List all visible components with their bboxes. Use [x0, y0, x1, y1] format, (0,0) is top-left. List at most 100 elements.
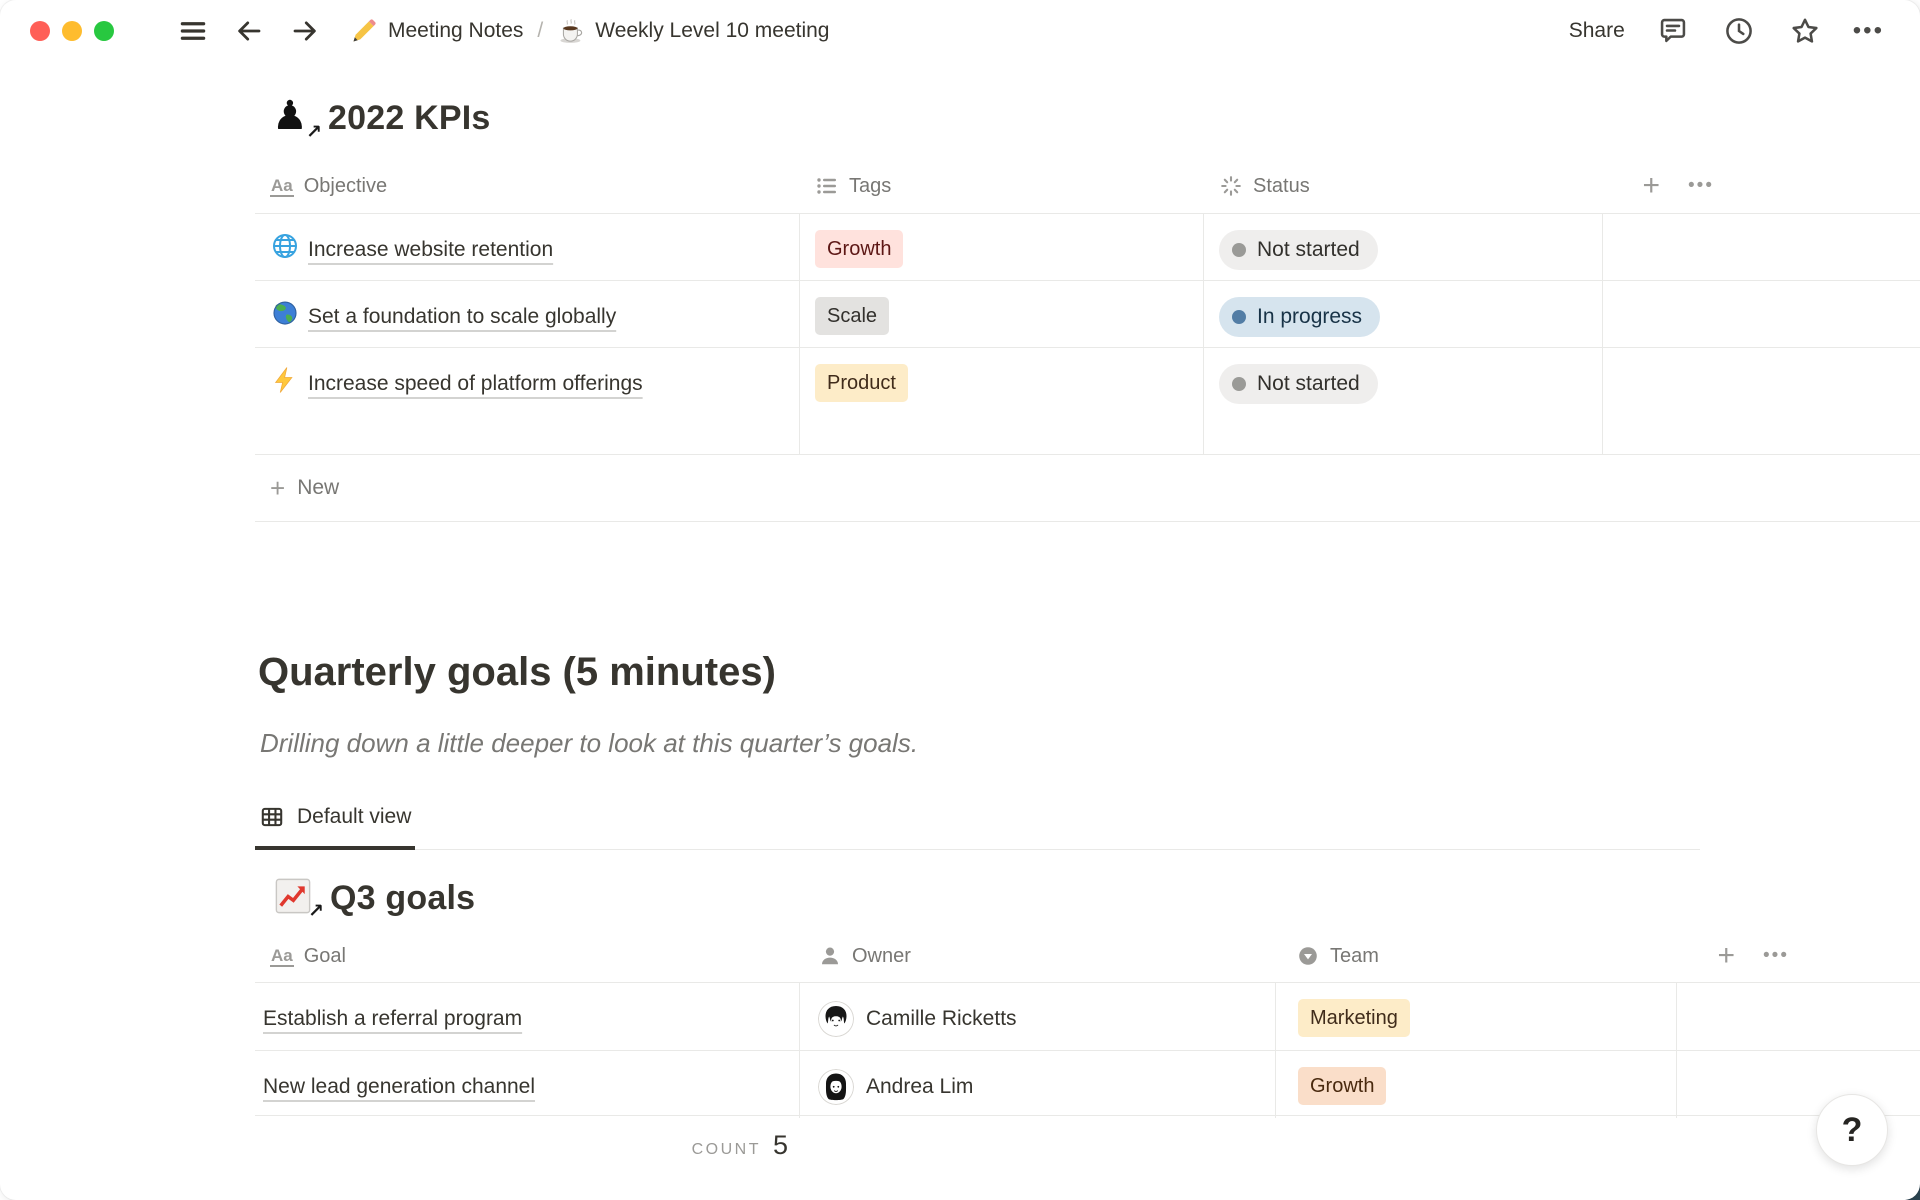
column-header-tags[interactable]: Tags [800, 174, 1204, 198]
close-window-button[interactable] [30, 21, 50, 41]
page-link[interactable]: New lead generation channel [263, 1075, 536, 1098]
table-view-icon [261, 807, 283, 827]
objective-cell[interactable]: Increase speed of platform offerings [255, 348, 800, 454]
column-header-status[interactable]: Status [1204, 174, 1603, 198]
column-header-goal[interactable]: Aa Goal [270, 944, 346, 967]
column-header-objective[interactable]: Aa Objective [270, 174, 388, 197]
q3-goals-table-title[interactable]: Q3 goals [330, 879, 476, 917]
tag[interactable]: Product [815, 364, 908, 402]
tab-default-view[interactable]: Default view [255, 792, 416, 850]
status-dot-icon [1232, 310, 1246, 324]
objective-cell[interactable]: Increase website retention [255, 214, 800, 281]
table-row: New lead generation channel Andrea Lim G… [255, 1050, 1920, 1118]
tags-cell[interactable]: Scale [800, 281, 1204, 348]
back-arrow-icon[interactable] [232, 14, 266, 48]
objective-cell[interactable]: Set a foundation to scale globally [255, 281, 800, 348]
tag[interactable]: Growth [1298, 1067, 1387, 1105]
breadcrumb-item-meeting-notes[interactable]: Meeting Notes [350, 17, 523, 45]
more-options-icon[interactable]: ••• [1852, 17, 1884, 44]
table-row: Increase speed of platform offerings Pro… [255, 347, 1920, 454]
q3-goals-table: Aa Goal Owner Team + ••• Establish a ref… [255, 930, 1920, 1118]
goal-cell[interactable]: Establish a referral program [255, 983, 800, 1050]
forward-arrow-icon[interactable] [288, 14, 322, 48]
chess-pawn-linked-database-icon: ♟ ↗ [272, 94, 322, 143]
earth-americas-icon [273, 301, 297, 325]
tag[interactable]: Growth [815, 230, 904, 268]
owner-name: Camille Ricketts [866, 1007, 1017, 1030]
page-link[interactable]: Set a foundation to scale globally [308, 305, 617, 328]
kpi-table: Aa Objective Tags Status + ••• Increase … [255, 159, 1920, 522]
add-property-icon[interactable]: + [1717, 939, 1736, 972]
breadcrumb-separator: / [537, 19, 544, 42]
count-label: COUNT [691, 1141, 761, 1158]
owner-name: Andrea Lim [866, 1075, 974, 1098]
tag[interactable]: Marketing [1298, 999, 1410, 1037]
table-options-icon[interactable]: ••• [1688, 171, 1714, 201]
status-spinner-icon [1221, 176, 1241, 196]
help-button[interactable]: ? [1816, 1094, 1888, 1166]
pencil-icon [353, 19, 376, 42]
breadcrumb-label: Meeting Notes [388, 19, 524, 42]
add-property-icon[interactable]: + [1642, 169, 1661, 202]
quarterly-goals-subtitle: Drilling down a little deeper to look at… [260, 728, 919, 758]
status-dot-icon [1232, 243, 1246, 257]
share-button[interactable]: Share [1568, 19, 1625, 42]
owner-cell[interactable]: Andrea Lim [800, 1051, 1276, 1118]
page-link[interactable]: Establish a referral program [263, 1007, 523, 1030]
empty-cell[interactable] [1603, 348, 1732, 454]
breadcrumb-item-current-page[interactable]: Weekly Level 10 meeting [557, 17, 830, 45]
empty-cell[interactable] [1677, 1051, 1807, 1118]
avatar [818, 1001, 854, 1037]
sidebar-menu-icon[interactable] [176, 14, 210, 48]
multi-select-list-icon [817, 178, 836, 194]
column-header-owner[interactable]: Owner [800, 944, 1276, 968]
status-dot-icon [1232, 377, 1246, 391]
empty-cell[interactable] [1603, 281, 1732, 348]
minimize-window-button[interactable] [62, 21, 82, 41]
plus-icon: + [270, 473, 286, 503]
window-toolbar: Meeting Notes / Weekly Level 10 meeting … [0, 0, 1920, 62]
page-link[interactable]: Increase speed of platform offerings [308, 372, 643, 395]
status-cell[interactable]: In progress [1204, 281, 1603, 348]
tag[interactable]: Scale [815, 297, 890, 335]
text-property-icon: Aa [270, 945, 294, 967]
breadcrumb: Meeting Notes / Weekly Level 10 meeting [350, 17, 830, 45]
coffee-icon [560, 19, 583, 43]
fullscreen-window-button[interactable] [94, 21, 114, 41]
view-tab-bar: Default view [255, 792, 1700, 850]
linked-database-arrow-icon: ↗ [306, 122, 322, 143]
column-header-team[interactable]: Team [1276, 944, 1677, 968]
text-property-icon: Aa [270, 175, 294, 197]
status-badge[interactable]: Not started [1219, 364, 1378, 404]
chart-increasing-linked-database-icon: ↗ [272, 875, 324, 922]
status-badge[interactable]: In progress [1219, 297, 1381, 337]
quarterly-goals-heading: Quarterly goals (5 minutes) [258, 650, 776, 694]
favorite-star-icon[interactable] [1787, 13, 1823, 49]
status-badge[interactable]: Not started [1219, 230, 1378, 270]
status-cell[interactable]: Not started [1204, 214, 1603, 281]
kpi-table-title[interactable]: 2022 KPIs [328, 99, 491, 137]
column-count-footer[interactable]: COUNT 5 [255, 1130, 800, 1161]
page-link[interactable]: Increase website retention [308, 238, 554, 261]
globe-meridians-icon [272, 233, 298, 259]
table-options-icon[interactable]: ••• [1763, 941, 1789, 971]
tags-cell[interactable]: Growth [800, 214, 1204, 281]
new-row-button[interactable]: + New [270, 473, 340, 503]
team-cell[interactable]: Growth [1276, 1051, 1677, 1118]
status-cell[interactable]: Not started [1204, 348, 1603, 454]
tags-cell[interactable]: Product [800, 348, 1204, 454]
empty-cell[interactable] [1677, 983, 1807, 1050]
updates-clock-icon[interactable] [1721, 13, 1757, 49]
table-row: Establish a referral program Camille Ric… [255, 982, 1920, 1050]
lightning-bolt-icon [274, 367, 293, 393]
person-icon [822, 947, 838, 965]
comments-icon[interactable] [1655, 13, 1691, 49]
count-value: 5 [772, 1130, 788, 1160]
team-cell[interactable]: Marketing [1276, 983, 1677, 1050]
empty-cell[interactable] [1603, 214, 1732, 281]
table-row: Increase website retention Growth Not st… [255, 213, 1920, 281]
owner-cell[interactable]: Camille Ricketts [800, 983, 1276, 1050]
goal-cell[interactable]: New lead generation channel [255, 1051, 800, 1118]
select-property-icon [1299, 947, 1317, 965]
